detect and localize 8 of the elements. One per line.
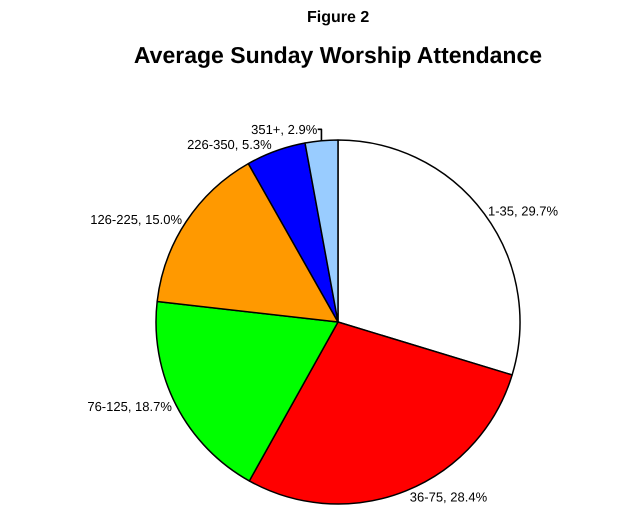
slice-label: 1-35, 29.7% bbox=[488, 203, 559, 218]
slice-label: 126-225, 15.0% bbox=[90, 212, 182, 227]
slice-label: 226-350, 5.3% bbox=[187, 136, 272, 152]
chart-title: Average Sunday Worship Attendance bbox=[134, 42, 542, 68]
caption: Figure 2 bbox=[307, 9, 370, 26]
slice-label: 351+, 2.9% bbox=[251, 122, 318, 137]
slice-label: 36-75, 28.4% bbox=[410, 490, 488, 505]
slice-label: 76-125, 18.7% bbox=[87, 399, 172, 414]
